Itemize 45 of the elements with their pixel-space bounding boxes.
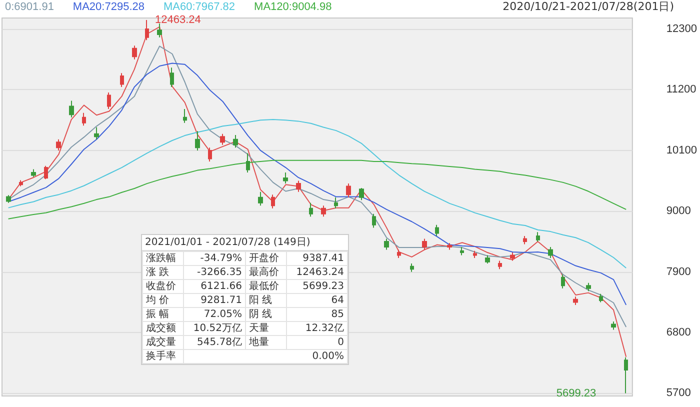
- y-tick-label: 6800: [666, 326, 691, 339]
- annotation: -3266.35: [184, 266, 246, 280]
- y-tick-label: 10100: [666, 144, 698, 156]
- chart-subtitle: 2020/10/21-2021/07/28(201日): [502, 0, 674, 13]
- annotation: 涨 跌: [142, 266, 184, 280]
- annotation: 5699.23: [286, 280, 348, 294]
- annotation: 545.78亿: [184, 336, 246, 350]
- annotation: 12463.24: [154, 14, 201, 26]
- text: MA120:9004.98: [254, 1, 332, 13]
- annotation: 换手率: [142, 350, 184, 364]
- annotation: 0: [286, 336, 348, 350]
- annotation: 2021/01/01 - 2021/07/28 (149日): [142, 235, 348, 251]
- y-tick-label: 7900: [666, 266, 691, 278]
- annotation: 阴 线: [246, 308, 287, 322]
- annotation: 6121.66: [184, 280, 246, 294]
- text: 0:6901.91: [5, 1, 54, 13]
- annotation: 12.32亿: [286, 322, 348, 336]
- y-tick-label: 11200: [666, 84, 696, 96]
- y-tick-label: 9000: [666, 205, 691, 218]
- annotation: 12463.24: [286, 266, 348, 280]
- annotation: 天量: [246, 322, 287, 336]
- annotation: 64: [286, 294, 348, 308]
- annotation: 收盘价: [142, 280, 184, 294]
- annotation: 5699.23: [556, 387, 596, 400]
- annotation: 开盘价: [246, 252, 287, 266]
- annotation: 地量: [246, 336, 287, 350]
- annotation: 阳 线: [246, 294, 287, 308]
- annotation: 均 价: [142, 294, 184, 308]
- annotation: 9387.41: [286, 252, 348, 266]
- annotation: 72.05%: [184, 308, 246, 322]
- y-tick-label: 5700: [666, 387, 691, 400]
- annotation: 9281.71: [184, 294, 246, 308]
- annotation: 最高价: [246, 266, 287, 280]
- annotation: 最低价: [246, 280, 287, 294]
- annotation: 振 幅: [142, 308, 184, 322]
- annotation: 85: [286, 308, 348, 322]
- annotation: 涨跌幅: [142, 252, 184, 266]
- annotation: 成交额: [142, 322, 184, 336]
- annotation: 成交量: [142, 336, 184, 350]
- annotation: 0.00%: [184, 350, 348, 364]
- annotation: 10.52万亿: [184, 322, 246, 336]
- text: MA60:7967.82: [163, 1, 236, 13]
- annotation: -34.79%: [184, 252, 246, 266]
- y-tick-label: 12300: [666, 23, 698, 36]
- text: MA20:7295.28: [72, 1, 144, 13]
